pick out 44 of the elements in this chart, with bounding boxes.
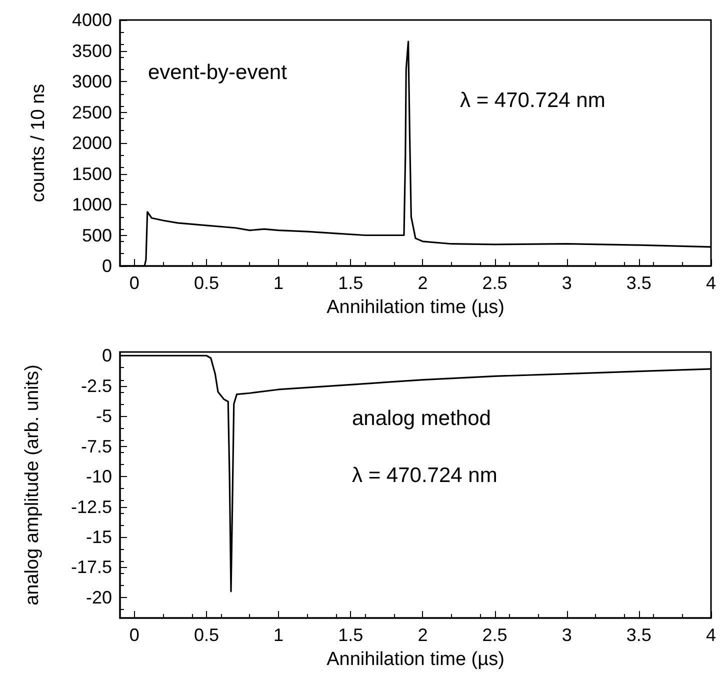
x-tick-label: 4 [706, 625, 716, 645]
x-tick-label: 3 [562, 273, 572, 293]
y-tick-label: -5 [96, 406, 112, 426]
y-tick-label: 3000 [72, 72, 112, 92]
y-tick-label: -12.5 [70, 496, 112, 517]
x-axis-title: Annihilation time (µs) [326, 297, 504, 318]
x-tick-label: 0 [129, 625, 140, 645]
x-tick-label: 2.5 [482, 273, 508, 293]
x-tick-label: 1 [274, 273, 284, 293]
y-tick-label: 0 [102, 346, 112, 366]
x-tick-label: 3 [562, 625, 572, 645]
y-axis-title: analog amplitude (arb. units) [22, 364, 43, 606]
x-tick-label: 2 [418, 273, 428, 293]
y-tick-label: 1000 [72, 194, 112, 214]
y-tick-label: 4000 [72, 10, 112, 30]
x-tick-label: 4 [706, 273, 716, 293]
x-tick-label: 0.5 [194, 273, 220, 293]
y-axis-title: counts / 10 ns [28, 84, 49, 202]
y-tick-label: 2000 [72, 133, 112, 153]
annotation: analog method [352, 407, 491, 430]
x-tick-label: 1.5 [338, 625, 364, 645]
y-tick-label: 500 [82, 225, 112, 246]
y-tick-label: -17.5 [70, 557, 112, 578]
x-tick-label: 1.5 [338, 273, 364, 293]
annotation: event-by-event [148, 61, 288, 84]
y-tick-label: 1500 [72, 164, 112, 184]
x-tick-label: 0.5 [194, 625, 220, 645]
y-tick-label: -7.5 [80, 436, 112, 456]
x-tick-label: 3.5 [626, 625, 652, 645]
x-tick-label: 0 [129, 273, 140, 293]
x-tick-label: 1 [274, 625, 284, 645]
x-tick-label: 2.5 [482, 625, 508, 645]
x-tick-label: 2 [418, 625, 428, 645]
y-tick-label: 0 [102, 256, 112, 276]
annotation: λ = 470.724 nm [352, 464, 498, 487]
y-tick-label: -2.5 [80, 376, 112, 396]
x-tick-label: 3.5 [626, 273, 652, 293]
y-tick-label: -15 [86, 526, 112, 547]
annotation: λ = 470.724 nm [460, 89, 606, 112]
y-tick-label: 2500 [72, 102, 112, 122]
y-tick-label: 3500 [72, 40, 112, 61]
y-tick-label: -20 [86, 587, 112, 608]
x-axis-title: Annihilation time (µs) [326, 649, 504, 670]
y-tick-label: -10 [86, 466, 112, 487]
